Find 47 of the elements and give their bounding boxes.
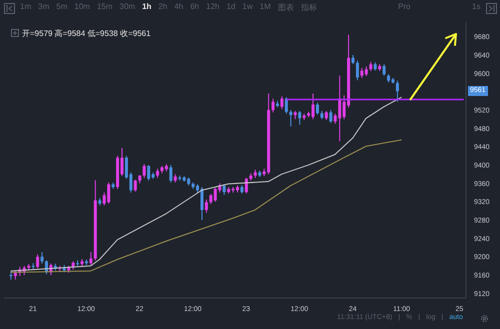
- candlestick: [36, 254, 40, 269]
- text: 10m: [74, 2, 90, 13]
- candlestick: [364, 66, 368, 77]
- line-series: [10, 139, 402, 273]
- text: 4h: [174, 2, 184, 13]
- candlestick: [352, 54, 354, 65]
- text: 2h: [158, 2, 168, 13]
- text: 1h: [142, 2, 152, 13]
- candlestick: [14, 270, 17, 280]
- candlestick: [272, 98, 275, 113]
- text: 1m: [20, 2, 32, 13]
- text: 30m: [120, 2, 136, 13]
- text: 1M: [260, 2, 271, 13]
- candlestick: [169, 164, 172, 183]
- candlestick: [382, 64, 386, 76]
- candlestick: [200, 186, 204, 221]
- line-series: [10, 96, 402, 272]
- candlestick: [147, 164, 150, 182]
- text: 1w: [242, 2, 253, 13]
- text: 15m: [96, 2, 112, 13]
- candlestick: [142, 164, 146, 178]
- candlestick: [324, 110, 328, 121]
- text: 图表: [278, 2, 294, 13]
- candlestick: [356, 60, 359, 81]
- candlestick: [134, 179, 137, 192]
- text: Pro: [398, 2, 410, 11]
- text: 5m: [56, 2, 68, 13]
- text: 指标: [300, 2, 317, 13]
- candlestick: [89, 252, 92, 266]
- candlestick: [284, 96, 288, 114]
- annotation: 开=9579 高=9584 低=9538 收=9561: [22, 28, 151, 39]
- candlestick: [316, 102, 319, 116]
- candlestick: [280, 96, 284, 110]
- candlestick: [396, 80, 399, 102]
- candlestick: [289, 110, 292, 128]
- candlestick: [329, 110, 332, 124]
- text: 3m: [38, 2, 50, 13]
- candlestick: [156, 168, 160, 178]
- text: 12h: [206, 2, 220, 13]
- candlestick: [369, 61, 372, 72]
- candlestick: [204, 198, 208, 214]
- candlestick: [40, 252, 44, 264]
- text: 1d: [226, 2, 236, 13]
- candlestick: [214, 187, 217, 202]
- text: 6h: [190, 2, 200, 13]
- text: 1s: [472, 2, 480, 11]
- candlestick: [298, 110, 302, 126]
